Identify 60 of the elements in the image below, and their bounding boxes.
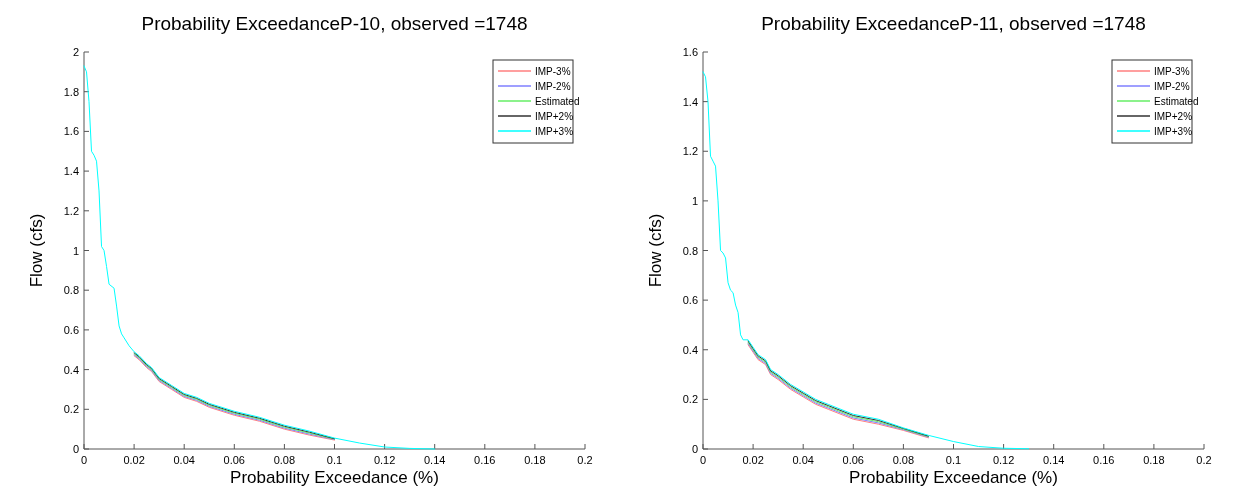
legend-label: IMP-2%	[535, 81, 571, 92]
legend-label: IMP+3%	[1154, 126, 1193, 137]
x-tick-label: 0.04	[173, 454, 195, 466]
legend-label: IMP-3%	[1154, 66, 1190, 77]
y-tick-label: 1.2	[63, 204, 79, 217]
legend-label: Estimated	[1154, 96, 1199, 107]
x-tick-label: 0.04	[792, 454, 814, 466]
chart-title: Probability ExceedanceP-10, observed =1748	[141, 13, 528, 34]
legend-label: IMP-3%	[535, 66, 571, 77]
x-tick-label: 0.1	[945, 454, 962, 466]
y-tick-label: 1.8	[63, 85, 79, 98]
y-tick-label: 1.4	[682, 95, 698, 108]
legend-label: IMP+3%	[535, 126, 574, 137]
x-tick-label: 0.2	[577, 454, 593, 466]
y-tick-label: 1.2	[682, 145, 698, 158]
y-tick-label: 0.4	[682, 343, 698, 356]
x-tick-label: 0.06	[223, 454, 246, 466]
y-tick-label: 0.8	[63, 284, 79, 297]
legend-label: IMP-2%	[1154, 81, 1190, 92]
x-axis-title: Probability Exceedance (%)	[230, 468, 439, 487]
legend-label: IMP+2%	[1154, 111, 1193, 122]
chart-title: Probability ExceedanceP-11, observed =1748	[761, 13, 1146, 34]
y-tick-label: 0.8	[682, 244, 698, 257]
x-tick-label: 0.02	[123, 454, 145, 466]
legend-label: Estimated	[535, 96, 580, 107]
x-tick-label: 0.14	[1042, 454, 1065, 466]
x-tick-label: 0.08	[273, 454, 296, 466]
y-tick-label: 0.2	[682, 393, 698, 406]
y-tick-label: 0.2	[63, 403, 79, 416]
line-series	[83, 65, 436, 450]
x-tick-label: 0.12	[373, 454, 396, 466]
y-tick-label: 0.4	[63, 363, 79, 376]
x-tick-label: 0.2	[1196, 454, 1212, 466]
x-tick-label: 0.16	[474, 454, 496, 466]
y-tick-label: 0.6	[682, 294, 698, 307]
y-axis-title: Flow (cfs)	[27, 213, 46, 288]
x-tick-label: 0	[80, 454, 88, 466]
y-tick-label: 1	[691, 194, 698, 207]
x-tick-label: 0.16	[1093, 454, 1115, 466]
legend-label: IMP+2%	[535, 111, 574, 122]
y-tick-label: 0	[72, 443, 79, 455]
y-tick-label: 0	[691, 443, 698, 455]
x-tick-label: 0.1	[326, 454, 343, 466]
y-axis-title: Flow (cfs)	[646, 213, 665, 288]
x-tick-label: 0.14	[423, 454, 446, 466]
x-tick-label: 0.12	[992, 454, 1015, 466]
x-tick-label: 0.18	[524, 454, 546, 466]
y-tick-label: 1.4	[63, 165, 79, 178]
y-tick-label: 0.6	[63, 323, 79, 336]
x-tick-label: 0.02	[742, 454, 764, 466]
y-tick-label: 2	[72, 46, 79, 58]
x-tick-label: 0.08	[892, 454, 915, 466]
line-series	[702, 71, 1030, 450]
y-tick-label: 1.6	[682, 46, 698, 58]
y-tick-label: 1	[72, 244, 79, 257]
x-tick-label: 0	[699, 454, 707, 466]
x-tick-label: 0.06	[842, 454, 865, 466]
x-tick-label: 0.18	[1143, 454, 1165, 466]
x-axis-title: Probability Exceedance (%)	[849, 468, 1058, 487]
y-tick-label: 1.6	[63, 125, 79, 138]
